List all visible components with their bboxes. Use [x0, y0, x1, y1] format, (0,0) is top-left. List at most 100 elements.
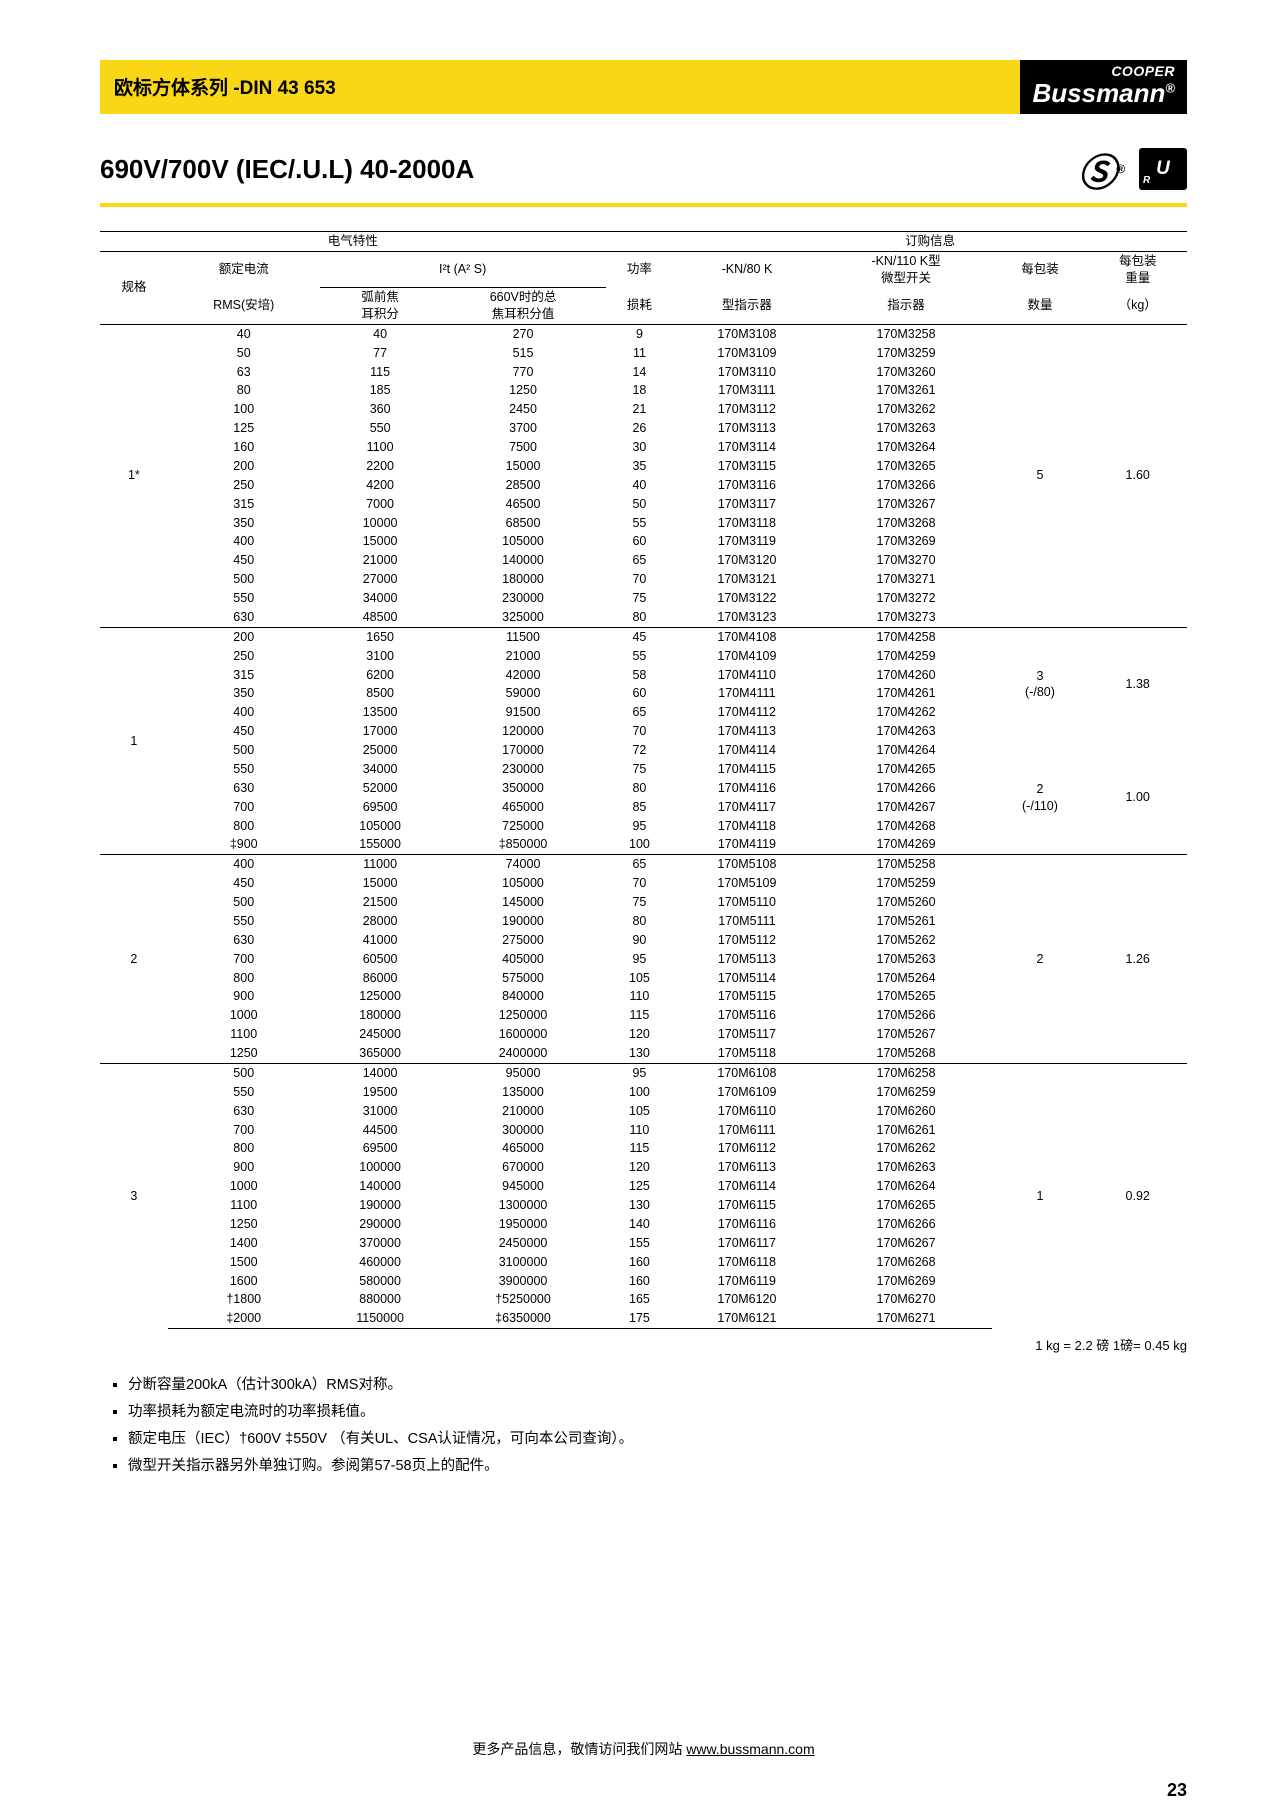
- table-cell: 170M4264: [821, 741, 992, 760]
- pack-weight: 1.60: [1088, 324, 1187, 627]
- table-cell: 170M3261: [821, 381, 992, 400]
- spec-cell: 1*: [100, 324, 168, 627]
- table-cell: 170M4110: [673, 666, 820, 685]
- table-cell: 170M4116: [673, 779, 820, 798]
- table-cell: 1250: [168, 1215, 320, 1234]
- table-cell: 550: [320, 419, 441, 438]
- table-cell: 170M6269: [821, 1272, 992, 1291]
- table-cell: 170M3112: [673, 400, 820, 419]
- table-cell: 170M5260: [821, 893, 992, 912]
- table-cell: 365000: [320, 1044, 441, 1063]
- table-cell: 140: [606, 1215, 674, 1234]
- weight-footnote: 1 kg = 2.2 磅 1磅= 0.45 kg: [100, 1335, 1187, 1354]
- table-cell: 170M3122: [673, 589, 820, 608]
- table-cell: 515: [441, 344, 606, 363]
- pack-qty: 2: [992, 855, 1089, 1064]
- table-cell: 170M4108: [673, 627, 820, 646]
- table-cell: 170M3117: [673, 495, 820, 514]
- table-cell: 95: [606, 817, 674, 836]
- th-order: 订购信息: [673, 231, 1187, 251]
- table-cell: 115: [606, 1006, 674, 1025]
- table-cell: 105000: [441, 874, 606, 893]
- th-i2t-sub1: 弧前焦耳积分: [320, 288, 441, 325]
- table-cell: 170M3264: [821, 438, 992, 457]
- table-cell: 170M6119: [673, 1272, 820, 1291]
- table-cell: 170M3269: [821, 532, 992, 551]
- table-cell: 900: [168, 1158, 320, 1177]
- table-cell: 170M4112: [673, 703, 820, 722]
- page-header-title: 欧标方体系列 -DIN 43 653: [100, 60, 1020, 114]
- table-cell: 170M3262: [821, 400, 992, 419]
- table-cell: 86000: [320, 969, 441, 988]
- table-cell: 80: [606, 912, 674, 931]
- note-item: 分断容量200kA（估计300kA）RMS对称。: [128, 1372, 1187, 1399]
- table-cell: 170M4265: [821, 760, 992, 779]
- table-cell: 200: [168, 457, 320, 476]
- table-cell: 170M4115: [673, 760, 820, 779]
- table-cell: ‡2000: [168, 1309, 320, 1328]
- th-qty-2: 数量: [992, 288, 1089, 325]
- th-power-2: 损耗: [606, 288, 674, 325]
- table-cell: 160: [168, 438, 320, 457]
- table-cell: 170M6117: [673, 1234, 820, 1253]
- th-spec: 规格: [100, 251, 168, 324]
- footer-link[interactable]: www.bussmann.com: [686, 1741, 814, 1757]
- table-cell: 170M6259: [821, 1083, 992, 1102]
- table-cell: 115: [606, 1139, 674, 1158]
- table-cell: 11500: [441, 627, 606, 646]
- table-cell: 1000: [168, 1177, 320, 1196]
- table-cell: 165: [606, 1290, 674, 1309]
- main-heading: 690V/700V (IEC/.U.L) 40-2000A: [100, 154, 474, 185]
- table-cell: 230000: [441, 760, 606, 779]
- table-cell: 1300000: [441, 1196, 606, 1215]
- table-cell: 800: [168, 969, 320, 988]
- table-cell: 74000: [441, 855, 606, 874]
- table-cell: 170M5111: [673, 912, 820, 931]
- table-cell: 15000: [320, 532, 441, 551]
- table-cell: 180000: [320, 1006, 441, 1025]
- table-cell: 63: [168, 363, 320, 382]
- table-cell: 170M3110: [673, 363, 820, 382]
- table-cell: 11: [606, 344, 674, 363]
- table-cell: 170M6266: [821, 1215, 992, 1234]
- table-cell: 55: [606, 647, 674, 666]
- table-cell: 55: [606, 514, 674, 533]
- spec-cell: 3: [100, 1063, 168, 1328]
- table-cell: ‡900: [168, 835, 320, 854]
- table-cell: 3100000: [441, 1253, 606, 1272]
- table-cell: 155: [606, 1234, 674, 1253]
- note-item: 微型开关指示器另外单独订购。参阅第57-58页上的配件。: [128, 1453, 1187, 1480]
- table-cell: 170M3271: [821, 570, 992, 589]
- table-cell: 170M6114: [673, 1177, 820, 1196]
- table-cell: 95: [606, 950, 674, 969]
- table-cell: 400: [168, 532, 320, 551]
- table-cell: 170M6261: [821, 1121, 992, 1140]
- table-cell: 110: [606, 987, 674, 1006]
- yellow-rule: [100, 203, 1187, 207]
- table-cell: 170M3263: [821, 419, 992, 438]
- table-cell: 2400000: [441, 1044, 606, 1063]
- table-cell: 175: [606, 1309, 674, 1328]
- table-cell: 4200: [320, 476, 441, 495]
- th-current-2: RMS(安培): [168, 288, 320, 325]
- table-cell: 245000: [320, 1025, 441, 1044]
- table-cell: 800: [168, 1139, 320, 1158]
- table-cell: 170M3120: [673, 551, 820, 570]
- table-cell: 130: [606, 1196, 674, 1215]
- brand-cooper: COOPER: [1032, 64, 1175, 79]
- table-cell: 130: [606, 1044, 674, 1063]
- table-cell: 91500: [441, 703, 606, 722]
- table-cell: 60500: [320, 950, 441, 969]
- table-cell: 170M6109: [673, 1083, 820, 1102]
- table-cell: 700: [168, 1121, 320, 1140]
- table-cell: 140000: [441, 551, 606, 570]
- table-cell: 170M4269: [821, 835, 992, 854]
- table-cell: 180000: [441, 570, 606, 589]
- th-i2t: I²t (A² S): [320, 251, 606, 287]
- table-cell: 69500: [320, 1139, 441, 1158]
- table-cell: 275000: [441, 931, 606, 950]
- th-current-1: 额定电流: [168, 251, 320, 287]
- table-cell: 105: [606, 969, 674, 988]
- table-cell: 170M5263: [821, 950, 992, 969]
- table-cell: 65: [606, 551, 674, 570]
